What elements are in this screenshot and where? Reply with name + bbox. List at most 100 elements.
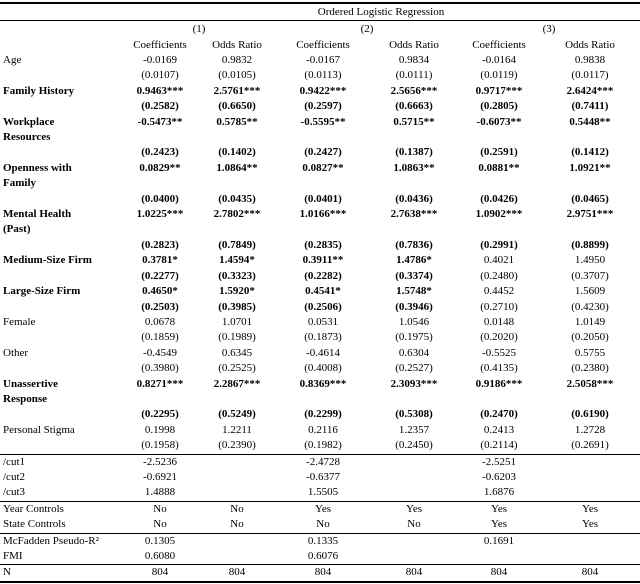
cell: 0.0678 [144, 315, 176, 328]
cell: No [198, 500, 276, 518]
cell: -0.4549 [143, 346, 177, 359]
row-label: State Controls [3, 518, 66, 531]
table-row: (0.2503) (0.3985) (0.2506) (0.3946) (0.2710)… [0, 300, 640, 315]
cell: 1.0921** [569, 161, 611, 174]
title-row-spacer [0, 3, 122, 21]
cell: (0.7411) [571, 100, 609, 113]
row-label: (Past) [3, 223, 31, 236]
cell: 2.7638*** [390, 208, 438, 221]
column-subheader-row: Coefficients Odds Ratio Coefficients Odd… [0, 37, 640, 53]
table-row: Mental Health 1.0225*** 2.7802*** 1.0166***… [0, 207, 640, 222]
cell: No [153, 518, 167, 531]
row-label [0, 300, 122, 315]
cell [198, 130, 276, 145]
cell: 1.5609 [574, 285, 606, 298]
column-subheader: Odds Ratio [565, 39, 615, 51]
cell: 0.8369*** [299, 377, 347, 390]
cell: 2.5656*** [390, 84, 438, 97]
cell: (0.2506) [304, 300, 342, 313]
cell: 1.2211 [222, 423, 252, 436]
column-subheader: Coefficients [296, 39, 350, 51]
cell [276, 130, 370, 145]
cell: (0.2582) [141, 100, 179, 113]
cell: 804 [370, 564, 458, 582]
table-body: Age -0.0169 0.9832 -0.0167 0.9834 -0.0164 0.98… [0, 53, 640, 582]
cell: (0.5249) [218, 408, 256, 421]
cell [198, 392, 276, 407]
cell: 0.9832 [221, 54, 253, 66]
cell [540, 222, 640, 237]
cell: (0.2295) [141, 408, 179, 421]
cell: (0.4135) [480, 362, 518, 375]
cell: 1.0701 [221, 315, 253, 328]
cell: 1.0225*** [136, 208, 184, 221]
table-row: Year Controls No No Yes Yes Yes Yes [0, 500, 640, 518]
row-label [0, 145, 122, 160]
cell: 0.3911** [302, 254, 344, 267]
table-row: (0.2823) (0.7849) (0.2835) (0.7836) (0.2991)… [0, 238, 640, 253]
table-row: Workplace -0.5473** 0.5785** -0.5595** 0.571… [0, 115, 640, 130]
column-subheader: Odds Ratio [389, 39, 439, 51]
cell: 1.0149 [574, 315, 606, 328]
table-row: (Past) [0, 222, 640, 237]
cell: Yes [370, 500, 458, 518]
table-row: Resources [0, 130, 640, 145]
cell: (0.4230) [571, 300, 609, 313]
row-label: Other [3, 346, 29, 359]
cell: 0.5448** [569, 115, 611, 128]
cell: (0.6190) [571, 408, 609, 421]
cell: (0.0465) [571, 192, 609, 205]
table-row: /cut2 -0.6921 -0.6377 -0.6203 [0, 470, 640, 485]
cell: 0.9186*** [475, 377, 523, 390]
cell [122, 176, 198, 191]
cell: (0.0119) [480, 69, 518, 82]
cell [198, 485, 276, 501]
cell: (0.2503) [141, 300, 179, 313]
row-label [0, 361, 122, 376]
row-label: Openness with [3, 161, 72, 174]
cell: (0.2450) [395, 439, 433, 452]
cell: Yes [540, 500, 640, 518]
cell [540, 470, 640, 485]
table-row: (0.1859) (0.1989) (0.1873) (0.1975) (0.2020)… [0, 330, 640, 345]
cell [370, 453, 458, 470]
cell: 0.9422*** [299, 84, 347, 97]
row-label: Response [3, 392, 48, 405]
cell: 0.0148 [483, 315, 515, 328]
table-row: Personal Stigma 0.1998 1.2211 0.2116 1.2357 0… [0, 423, 640, 438]
table-row: Unassertive 0.8271*** 2.2867*** 0.8369*** 2.… [0, 377, 640, 392]
cell: 2.9751*** [566, 208, 614, 221]
table-row: (0.2423) (0.1402) (0.2427) (0.1387) (0.2591)… [0, 145, 640, 160]
cell: 0.0531 [307, 315, 339, 328]
cell: 1.6876 [483, 486, 515, 499]
table-row: Response [0, 392, 640, 407]
model-group-row: (1) (2) (3) [0, 21, 640, 38]
cell: 0.4650* [142, 285, 178, 298]
table-row: McFadden Pseudo-R² 0.1305 0.1335 0.1691 [0, 532, 640, 549]
cell: Yes [276, 500, 370, 518]
table-row: (0.2582) (0.6650) (0.2597) (0.6663) (0.2805)… [0, 99, 640, 114]
cell: 0.8271*** [136, 377, 184, 390]
cell: (0.2470) [480, 408, 518, 421]
cell: (0.0435) [218, 192, 256, 205]
cell: (0.1958) [141, 439, 179, 452]
row-label: Age [3, 54, 22, 66]
cell: (0.1387) [395, 146, 433, 159]
row-label: Personal Stigma [3, 423, 75, 436]
cell: 0.1998 [144, 423, 176, 436]
row-label: Unassertive [3, 377, 58, 390]
cell: (0.2299) [304, 408, 342, 421]
column-subheader: Odds Ratio [212, 39, 262, 51]
table-row: FMI 0.6080 0.6076 [0, 549, 640, 565]
cell [458, 176, 540, 191]
row-label [0, 68, 122, 83]
cell: (0.2380) [571, 362, 609, 375]
cell: (0.6663) [395, 100, 433, 113]
table-row: (0.3980) (0.2525) (0.4008) (0.2527) (0.4135)… [0, 361, 640, 376]
cell: (0.3323) [218, 269, 256, 282]
cell [198, 222, 276, 237]
cell: (0.0436) [395, 192, 433, 205]
table-row: Age -0.0169 0.9832 -0.0167 0.9834 -0.0164 0.98… [0, 53, 640, 68]
